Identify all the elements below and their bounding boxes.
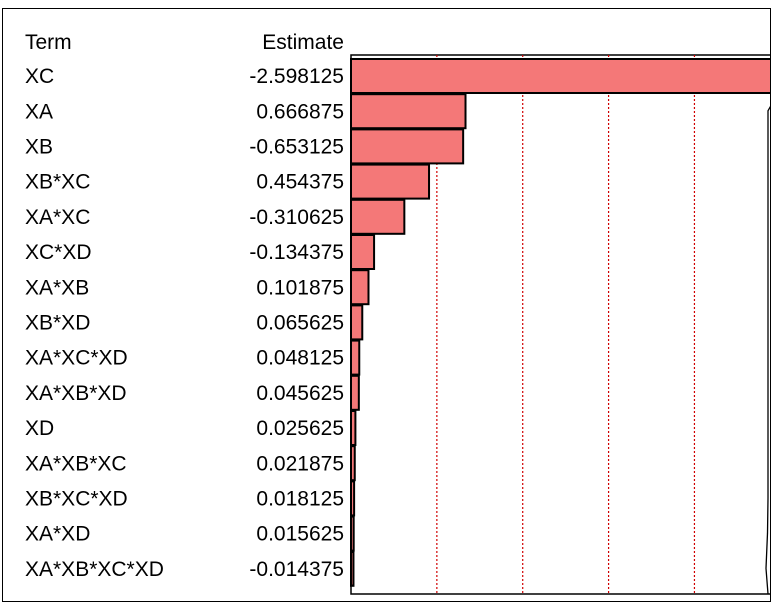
estimate-value: 0.065625 xyxy=(256,312,344,335)
effect-bar xyxy=(350,374,360,411)
estimate-value: -2.598125 xyxy=(249,65,344,88)
term-label: XA*XC*XD xyxy=(25,347,128,370)
term-label: XD xyxy=(25,417,54,440)
estimate-value: -0.014375 xyxy=(249,558,344,581)
term-label: XA*XB xyxy=(25,276,89,299)
term-label: XA*XC xyxy=(25,206,90,229)
effect-bar xyxy=(350,269,370,306)
estimate-value: -0.653125 xyxy=(249,136,344,159)
term-label: XC*XD xyxy=(25,241,92,264)
estimate-value: 0.025625 xyxy=(256,417,344,440)
estimate-value: 0.021875 xyxy=(256,452,344,475)
estimate-value: 0.454375 xyxy=(256,171,344,194)
term-label: XA*XB*XD xyxy=(25,382,127,405)
estimate-value: 0.015625 xyxy=(256,523,344,546)
term-label: XA xyxy=(25,100,53,123)
effect-bar xyxy=(350,304,364,341)
estimate-value: -0.134375 xyxy=(249,241,344,264)
effect-bar xyxy=(350,163,431,200)
effect-bar xyxy=(350,515,355,552)
pareto-plot-frame: Term Estimate XC -2.598125 XA 0.666875 XB -0.… xyxy=(2,8,771,602)
estimate-value: -0.310625 xyxy=(249,206,344,229)
term-label: XB*XC*XD xyxy=(25,488,128,511)
term-label: XB*XC xyxy=(25,171,90,194)
term-label: XC xyxy=(25,65,54,88)
term-label: XB xyxy=(25,136,53,159)
effect-bar xyxy=(350,410,357,446)
term-rows: XC -2.598125 XA 0.666875 XB -0.653125 XB*XC 0.4… xyxy=(25,65,344,581)
effect-bar xyxy=(350,128,465,165)
plot-area xyxy=(350,54,770,595)
effect-bar xyxy=(350,550,355,587)
estimate-value: 0.018125 xyxy=(256,488,344,511)
term-label: XA*XB*XC xyxy=(25,452,127,475)
effect-bar xyxy=(350,198,406,235)
estimate-value: 0.045625 xyxy=(256,382,344,405)
term-label: XA*XB*XC*XD xyxy=(25,558,164,581)
estimate-value: 0.048125 xyxy=(256,347,344,370)
effect-bar xyxy=(350,58,770,94)
term-label: XB*XD xyxy=(25,312,90,335)
effect-bar xyxy=(350,339,361,376)
effect-bar xyxy=(350,234,376,270)
effect-bar xyxy=(350,445,356,482)
estimate-column-header: Estimate xyxy=(262,31,344,54)
estimate-value: 0.101875 xyxy=(256,276,344,299)
estimate-value: 0.666875 xyxy=(256,100,344,123)
pareto-chart: Term Estimate XC -2.598125 XA 0.666875 XB -0.… xyxy=(25,31,770,595)
effect-bar xyxy=(350,480,356,517)
term-column-header: Term xyxy=(25,31,72,54)
effect-bar xyxy=(350,93,467,130)
normal-quantile-curve xyxy=(765,106,770,595)
term-label: XA*XD xyxy=(25,523,90,546)
